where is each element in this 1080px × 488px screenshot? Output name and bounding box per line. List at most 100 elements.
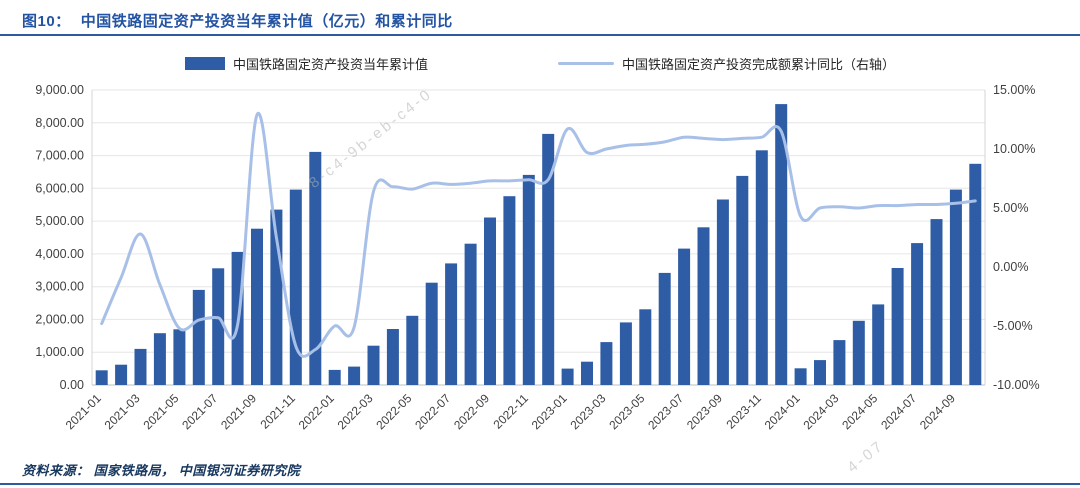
bar <box>134 348 147 385</box>
figure-title: 图10： 中国铁路固定资产投资当年累计值（亿元）和累计同比 <box>22 10 453 31</box>
bar <box>328 369 341 385</box>
y-axis-label-left: 1,000.00 <box>35 345 84 359</box>
y-axis-label-right: -5.00% <box>993 319 1033 333</box>
title-divider <box>0 34 1080 36</box>
bar <box>386 329 399 385</box>
bar <box>794 368 807 385</box>
bar <box>212 268 225 385</box>
x-axis-label: 2021-09 <box>218 391 259 432</box>
y-axis-label-left: 8,000.00 <box>35 116 84 130</box>
bar <box>173 329 186 385</box>
bar <box>930 219 943 385</box>
bar <box>852 320 865 385</box>
bar <box>406 315 419 385</box>
bar <box>445 263 458 385</box>
bar <box>425 282 438 385</box>
bar <box>949 189 962 385</box>
bar <box>716 199 729 385</box>
y-axis-label-left: 3,000.00 <box>35 280 84 294</box>
bar <box>678 248 691 385</box>
bar <box>115 364 128 385</box>
x-axis-label: 2024-03 <box>800 391 841 432</box>
x-axis-labels: 2021-012021-032021-052021-072021-092021-… <box>63 391 958 432</box>
bar <box>503 196 516 385</box>
y-axis-label-left: 9,000.00 <box>35 83 84 97</box>
bar <box>464 243 477 385</box>
bar <box>619 322 632 385</box>
bar-swatch-icon <box>184 57 225 70</box>
bar <box>814 360 826 385</box>
x-axis-label: 2022-03 <box>335 391 376 432</box>
y-axis-label-right: 10.00% <box>993 142 1035 156</box>
bar <box>581 361 593 385</box>
y-axis-label-left: 6,000.00 <box>35 181 84 195</box>
bar <box>872 304 885 385</box>
y-axis-label-right: 0.00% <box>993 260 1028 274</box>
x-axis-label: 2023-01 <box>529 391 570 432</box>
x-axis-label: 2024-01 <box>762 391 803 432</box>
bar <box>251 228 263 385</box>
figure-title-text: 中国铁路固定资产投资当年累计值（亿元）和累计同比 <box>80 13 453 30</box>
bar <box>833 340 846 385</box>
x-axis-label: 2022-11 <box>491 391 532 432</box>
legend-item-line-series[interactable]: 中国铁路固定资产投资完成额累计同比（右轴） <box>558 54 895 73</box>
bar <box>775 104 788 385</box>
legend-label-bar: 中国铁路固定资产投资当年累计值 <box>232 57 428 72</box>
bar <box>309 151 322 385</box>
x-axis-label: 2023-05 <box>606 391 647 432</box>
bar <box>600 342 613 385</box>
x-axis-label: 2021-01 <box>63 391 104 432</box>
bar <box>192 289 205 385</box>
x-axis-label: 2023-07 <box>645 391 686 432</box>
source-note: 资料来源： 国家铁路局， 中国银河证券研究院 <box>22 463 301 478</box>
bar <box>697 227 710 385</box>
bottom-divider <box>0 483 1080 485</box>
y-axis-label-left: 4,000.00 <box>35 247 84 261</box>
bar <box>348 366 361 385</box>
x-axis-label: 2021-03 <box>102 391 143 432</box>
x-axis-label: 2024-07 <box>878 391 919 432</box>
x-axis-label: 2021-05 <box>140 391 181 432</box>
line-swatch-icon <box>558 62 614 65</box>
y-axis-label-left: 5,000.00 <box>35 214 84 228</box>
legend-label-line: 中国铁路固定资产投资完成额累计同比（右轴） <box>622 57 896 72</box>
bar <box>658 272 671 385</box>
legend-item-bar-series[interactable]: 中国铁路固定资产投资当年累计值 <box>184 54 428 73</box>
bar <box>755 150 768 385</box>
bar <box>95 370 108 385</box>
chart: 9,000.00 8,000.00 7,000.00 6,000.00 5,000.00… <box>35 83 1040 432</box>
x-axis-label: 2022-07 <box>412 391 453 432</box>
y-axis-label-right: 5.00% <box>993 201 1028 215</box>
bar <box>367 345 380 385</box>
x-axis-label: 2022-01 <box>296 391 337 432</box>
bar <box>911 243 924 385</box>
x-axis-label: 2023-09 <box>684 391 725 432</box>
y-axis-label-left: 2,000.00 <box>35 312 84 326</box>
bar <box>969 163 982 385</box>
bar <box>522 174 535 385</box>
gridlines <box>92 89 985 386</box>
x-axis-label: 2021-11 <box>258 391 299 432</box>
figure-number: 图10： <box>22 13 71 30</box>
bar <box>542 133 555 385</box>
line-series <box>100 111 977 358</box>
x-axis-label: 2022-05 <box>373 391 414 432</box>
bar <box>484 217 496 385</box>
x-axis-label: 2021-07 <box>179 391 220 432</box>
x-axis-label: 2024-09 <box>917 391 958 432</box>
y-axis-label-right: 15.00% <box>993 83 1035 97</box>
y-axis-label-left: 0.00 <box>60 378 84 392</box>
bar <box>736 175 749 385</box>
y-axis-left-labels: 9,000.00 8,000.00 7,000.00 6,000.00 5,000.00… <box>35 83 84 392</box>
x-axis-label: 2022-09 <box>451 391 492 432</box>
x-axis-label: 2023-11 <box>724 391 765 432</box>
y-axis-label-right: -10.00% <box>993 378 1040 392</box>
bar <box>153 333 166 385</box>
x-axis-label: 2023-03 <box>567 391 608 432</box>
bar-series <box>95 104 982 385</box>
bar <box>561 368 574 385</box>
bar <box>891 268 904 385</box>
chart-legend: 中国铁路固定资产投资当年累计值 中国铁路固定资产投资完成额累计同比（右轴） <box>0 54 1080 73</box>
bar <box>639 309 652 385</box>
